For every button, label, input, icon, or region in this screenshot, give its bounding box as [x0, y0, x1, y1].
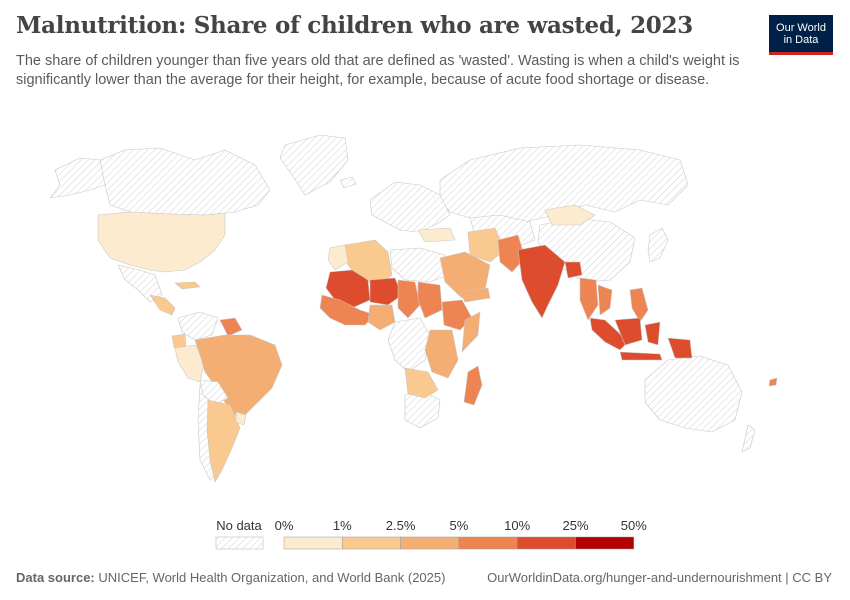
chart-subtitle: The share of children younger than five … — [16, 53, 740, 88]
owid-logo[interactable]: Our World in Data — [769, 15, 833, 55]
country-new-zealand[interactable] — [741, 424, 756, 453]
legend-tick-1: 1% — [333, 518, 352, 533]
legend-no-data-label: No data — [216, 518, 262, 533]
legend-tick-5: 25% — [562, 518, 588, 533]
country-pacific-island[interactable] — [768, 377, 778, 387]
country-nigeria[interactable] — [367, 304, 396, 331]
country-niger[interactable] — [369, 277, 403, 306]
country-libya-egypt[interactable] — [389, 247, 449, 283]
country-europe[interactable] — [369, 181, 451, 233]
country-pakistan[interactable] — [497, 234, 526, 273]
country-yemen[interactable] — [459, 287, 491, 303]
country-caribbean[interactable] — [174, 281, 201, 290]
country-west-africa[interactable] — [319, 294, 376, 326]
country-guyana[interactable] — [219, 317, 243, 337]
country-uruguay[interactable] — [235, 411, 247, 426]
country-usa-alaska[interactable] — [49, 157, 106, 199]
country-canada[interactable] — [99, 147, 271, 216]
legend-bin-4[interactable] — [516, 536, 576, 550]
logo-line2: in Data — [783, 33, 819, 46]
country-madagascar[interactable] — [463, 365, 483, 406]
country-iran[interactable] — [467, 227, 506, 263]
country-turkey[interactable] — [417, 227, 456, 243]
country-mongolia[interactable] — [544, 204, 596, 226]
country-usa[interactable] — [97, 211, 226, 273]
country-thailand-laos[interactable] — [597, 284, 613, 316]
country-sudan[interactable] — [417, 281, 443, 319]
country-central-america[interactable] — [149, 294, 176, 316]
country-chad[interactable] — [397, 279, 421, 319]
country-myanmar[interactable] — [579, 277, 599, 321]
country-greenland[interactable] — [279, 134, 349, 196]
source-text: UNICEF, World Health Organization, and W… — [98, 570, 446, 585]
legend-tick-3: 5% — [450, 518, 469, 533]
legend-tick-2: 2.5% — [386, 518, 416, 533]
country-bangladesh[interactable] — [564, 261, 583, 279]
country-sulawesi[interactable] — [644, 321, 661, 346]
country-philippines[interactable] — [629, 287, 649, 323]
country-japan[interactable] — [647, 227, 669, 263]
country-brazil[interactable] — [194, 334, 283, 421]
legend-tick-4: 10% — [504, 518, 530, 533]
legend-tick-6: 50% — [621, 518, 647, 533]
country-colombia[interactable] — [177, 311, 219, 341]
country-east-africa[interactable] — [424, 329, 459, 379]
country-iceland[interactable] — [339, 176, 357, 189]
world-map — [49, 134, 778, 483]
footer-source: Data source: UNICEF, World Health Organi… — [16, 570, 445, 585]
country-java[interactable] — [619, 351, 663, 361]
legend-bin-0[interactable] — [283, 536, 343, 550]
country-borneo[interactable] — [614, 317, 643, 346]
legend-bin-5[interactable] — [575, 536, 635, 550]
country-australia[interactable] — [644, 355, 743, 433]
source-label: Data source: — [16, 570, 95, 585]
legend-tick-0: 0% — [275, 518, 294, 533]
country-mali[interactable] — [325, 269, 371, 309]
country-russia[interactable] — [439, 144, 689, 226]
country-papua[interactable] — [667, 337, 693, 359]
map-legend: No data 0% 1% 2.5% 5% 10% 25% 50% — [215, 518, 647, 550]
footer-link[interactable]: OurWorldinData.org/hunger-and-undernouri… — [487, 570, 832, 585]
country-indonesia[interactable] — [589, 317, 629, 351]
legend-bin-3[interactable] — [458, 536, 518, 550]
country-somalia[interactable] — [461, 311, 481, 353]
country-bolivia[interactable] — [199, 379, 229, 406]
legend-bin-1[interactable] — [342, 536, 401, 550]
country-morocco[interactable] — [327, 244, 349, 271]
country-angola[interactable] — [404, 367, 439, 399]
legend-bin-2[interactable] — [400, 536, 460, 550]
country-ecuador[interactable] — [171, 333, 187, 349]
country-central-africa[interactable] — [387, 317, 431, 373]
logo-line1: Our World — [776, 21, 826, 34]
country-india[interactable] — [517, 244, 566, 319]
chart-title: Malnutrition: Share of children who are … — [16, 12, 693, 39]
country-argentina[interactable] — [206, 399, 241, 483]
legend-no-data-swatch — [215, 536, 264, 550]
country-peru[interactable] — [174, 344, 206, 383]
